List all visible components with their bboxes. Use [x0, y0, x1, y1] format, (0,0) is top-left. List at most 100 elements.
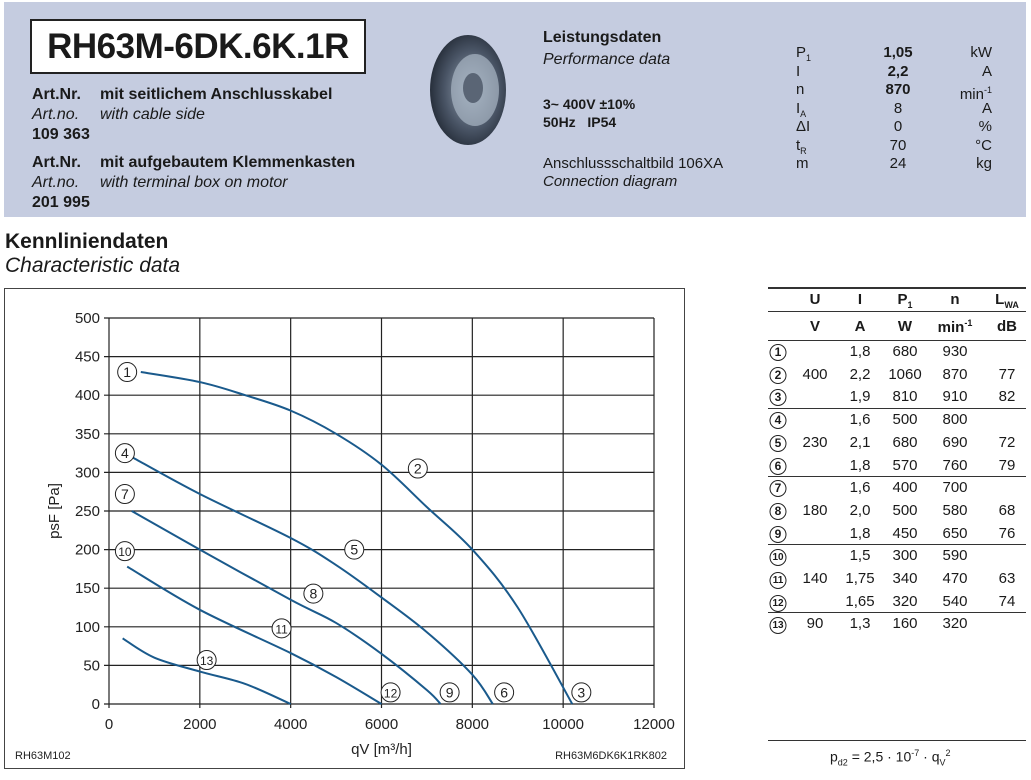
supply-voltage: 3~ 400V ±10% [543, 96, 636, 112]
table-cell: 930 [942, 343, 968, 360]
table-cell: 680 [892, 433, 918, 451]
column-unit: W [897, 318, 913, 335]
param-value: 870 [885, 81, 911, 98]
y-tick-label: 100 [75, 619, 100, 636]
fan-curve [126, 565, 383, 705]
chart-footer-left: RH63M102 [15, 750, 71, 762]
table-cell: 1,9 [849, 388, 871, 406]
y-tick-label: 0 [92, 696, 100, 713]
table-cell: 72 [998, 433, 1016, 451]
fan-curve [131, 456, 494, 705]
table-cell: 1,65 [845, 592, 875, 610]
y-tick-label: 250 [75, 503, 100, 520]
table-cell: 160 [892, 615, 918, 633]
curve-marker [271, 618, 292, 639]
fan-curve [122, 637, 292, 705]
row-marker-label: 6 [769, 457, 787, 475]
curve-marker-label: 10 [118, 545, 132, 559]
table-cell: 810 [892, 388, 918, 406]
table-cell: 230 [802, 433, 828, 451]
y-tick-label: 50 [83, 657, 100, 674]
column-header: n [950, 291, 960, 308]
table-divider [768, 408, 1026, 410]
table-cell: 1,8 [849, 456, 871, 474]
curve-marker [114, 443, 135, 464]
table-cell: 320 [942, 615, 968, 633]
row-marker: 5 [769, 434, 787, 452]
table-cell: 2,0 [849, 501, 871, 519]
param-unit: A [981, 99, 992, 117]
article-1: Art.Nr. mit seitlichem Anschlusskabel Art… [32, 85, 332, 145]
column-header: U [809, 291, 821, 308]
table-cell: 910 [942, 388, 968, 406]
fan-image [430, 35, 506, 145]
table-cell: 1060 [888, 365, 922, 383]
row-marker: 8 [769, 502, 787, 520]
curve-marker [494, 682, 515, 703]
art-number: 109 363 [32, 126, 90, 143]
curve-marker [196, 649, 217, 670]
curve-marker [303, 583, 324, 604]
row-marker: 9 [769, 525, 787, 543]
table-divider [768, 612, 1026, 614]
table-cell: 1,8 [849, 343, 871, 360]
x-tick-label: 0 [105, 716, 113, 733]
row-marker: 3 [769, 388, 787, 407]
table-cell: 63 [998, 570, 1016, 587]
y-tick-label: 350 [75, 426, 100, 443]
table-divider [768, 544, 1026, 546]
formula-divider [768, 740, 1026, 741]
param-unit: % [978, 118, 992, 135]
param-unit: A [981, 62, 992, 80]
curve-marker [344, 539, 365, 560]
param-unit: kg [976, 155, 992, 172]
art-desc: mit seitlichem Anschlusskabel [100, 86, 333, 103]
art-number: 201 995 [32, 194, 90, 211]
row-marker-label: 4 [769, 412, 787, 430]
x-tick-label: 6000 [365, 716, 398, 733]
y-axis-label: psF [Pa] [46, 483, 63, 539]
table-cell: 1,6 [849, 411, 871, 429]
chart-footer-right: RH63M6DK6K1RK802 [555, 750, 667, 762]
table-cell: 90 [806, 615, 824, 633]
art-label: Art.Nr. [32, 154, 81, 171]
table-divider [768, 476, 1026, 478]
dynamic-pressure-formula: pd2 = 2,5 · 10-7 · qV2 [830, 748, 951, 768]
y-tick-label: 500 [75, 310, 100, 327]
table-cell: 680 [892, 343, 918, 360]
param-symbol: ΔI [796, 118, 811, 135]
curve-marker [114, 541, 135, 562]
table-cell: 340 [892, 570, 918, 587]
table-cell: 400 [802, 365, 828, 383]
param-value: 24 [889, 155, 907, 172]
table-cell: 540 [942, 592, 968, 610]
param-value: 2,2 [887, 62, 909, 80]
param-symbol: I [796, 62, 801, 80]
param-unit: kW [970, 44, 992, 61]
fan-curve [131, 510, 442, 705]
supply-frequency: 50Hz IP54 [543, 114, 617, 130]
row-marker: 7 [769, 479, 787, 498]
table-cell: 1,3 [849, 615, 871, 633]
curve-marker-label: 1 [123, 364, 131, 380]
table-divider [768, 311, 1026, 312]
art-desc-en: with terminal box on motor [100, 174, 288, 191]
fan-curve-chart: 0 50 100 150 200 250 300 350 400 450 500 0 2000 4000 6… [15, 310, 675, 762]
x-tick-label: 2000 [183, 716, 216, 733]
row-marker: 12 [769, 593, 787, 612]
x-axis-label: qV [m³/h] [351, 741, 412, 758]
curve-marker-label: 2 [414, 461, 422, 477]
param-symbol: tR [796, 136, 807, 156]
param-value: 1,05 [883, 44, 913, 61]
curve-marker-label: 3 [577, 684, 585, 700]
table-cell: 2,1 [849, 433, 871, 451]
table-cell: 76 [998, 524, 1016, 542]
x-tick-label: 8000 [456, 716, 489, 733]
row-marker-label: 9 [769, 525, 787, 543]
curve-marker [114, 484, 135, 505]
row-marker: 1 [769, 343, 787, 361]
row-marker-label: 1 [769, 344, 787, 361]
art-desc-en: with cable side [100, 106, 205, 123]
table-cell: 690 [942, 433, 968, 451]
chart-frame: 0 50 100 150 200 250 300 350 400 450 500 0 2000 4000 6… [4, 288, 685, 769]
